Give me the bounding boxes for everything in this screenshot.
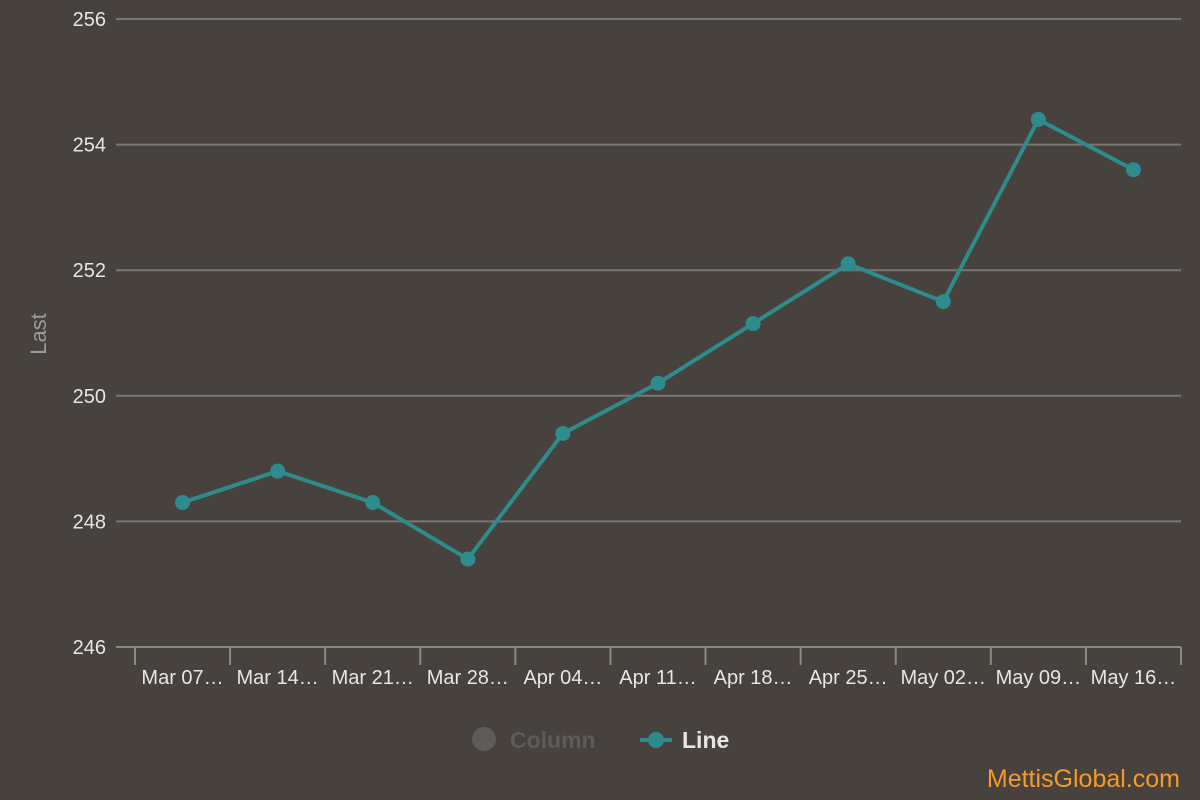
legend-label-column: Column (510, 727, 596, 753)
data-point (365, 495, 381, 511)
y-tick-label: 256 (73, 9, 106, 31)
x-tick-label: May 02… (900, 667, 986, 689)
x-tick-label: Mar 21… (332, 667, 414, 689)
y-tick-label: 248 (73, 511, 106, 533)
series-layer (175, 111, 1141, 567)
data-point (1125, 162, 1141, 178)
legend-line-marker (648, 732, 664, 748)
y-tick-label: 252 (73, 260, 106, 282)
data-point (270, 463, 286, 479)
x-axis: Mar 07… Mar 14… Mar 21… Mar 28… Apr 04… Apr 1… (116, 646, 1182, 689)
watermark-link[interactable]: MettisGlobal.com (986, 765, 1180, 793)
gridlines (116, 18, 1181, 648)
y-tick-label: 254 (73, 135, 106, 157)
legend: Column Line (472, 727, 729, 753)
y-tick-label: 250 (73, 386, 106, 408)
data-point (555, 425, 571, 441)
x-tick-label: Mar 28… (427, 667, 509, 689)
x-tick-label: Mar 07… (141, 667, 223, 689)
series-line (181, 117, 1135, 562)
data-point (1030, 111, 1046, 127)
data-point (175, 495, 191, 511)
x-tick-label: May 16… (1091, 667, 1177, 689)
data-point (935, 294, 951, 310)
legend-item-column[interactable]: Column (472, 727, 596, 753)
legend-label-line: Line (682, 727, 729, 753)
y-tick-label: 246 (73, 637, 106, 659)
x-tick-label: May 09… (996, 667, 1082, 689)
y-axis: 246 248 250 252 254 256 (73, 9, 106, 659)
x-tick-label: Mar 14… (237, 667, 319, 689)
data-point (745, 316, 761, 332)
legend-column-icon (472, 727, 496, 751)
x-tick-label: Apr 18… (714, 667, 793, 689)
y-axis-title: Last (26, 313, 51, 355)
x-tick-label: Apr 11… (619, 667, 696, 689)
x-tick-label: Apr 04… (523, 667, 602, 689)
x-tick-label: Apr 25… (809, 667, 888, 689)
data-point (460, 551, 476, 567)
data-point (650, 375, 666, 391)
data-point (840, 256, 856, 272)
legend-item-line[interactable]: Line (640, 727, 729, 753)
